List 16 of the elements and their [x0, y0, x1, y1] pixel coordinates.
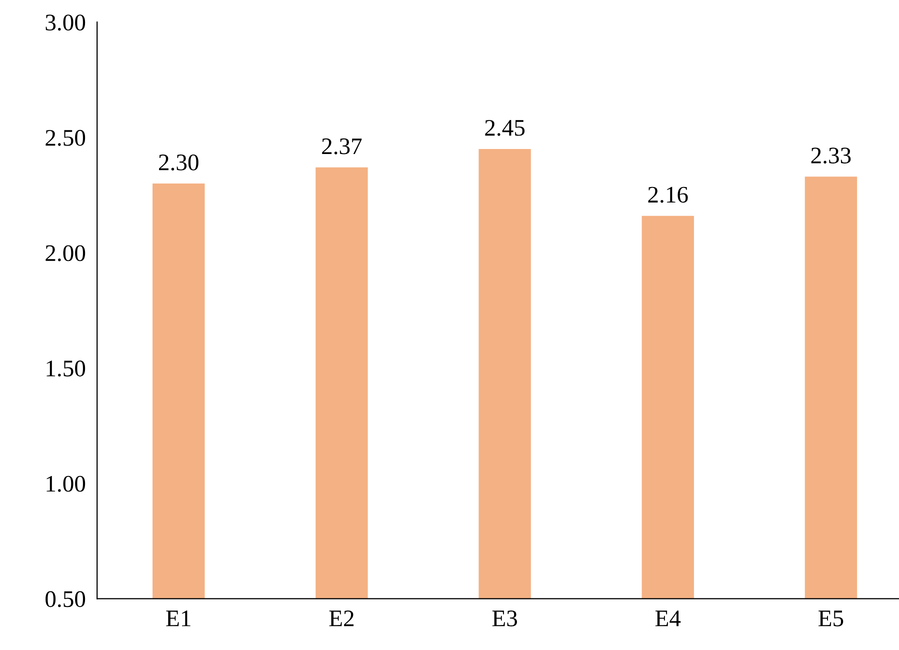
data-label: 2.33: [811, 148, 851, 164]
data-label: 2.45: [485, 120, 525, 136]
x-tick-label: E4: [655, 610, 681, 626]
data-label: 2.37: [322, 138, 362, 154]
y-tick-label: 2.00: [46, 245, 86, 262]
x-tick-label: E1: [166, 610, 190, 626]
x-tick-label: E2: [329, 610, 354, 626]
y-tick-label: 3.00: [46, 14, 86, 31]
data-label: 2.16: [648, 186, 688, 203]
x-tick-label: E3: [492, 610, 517, 626]
y-tick-label: 1.50: [46, 360, 86, 377]
data-label: 2.30: [159, 154, 198, 171]
y-tick-label: 0.50: [46, 591, 86, 608]
y-tick-label: 2.50: [46, 130, 86, 146]
x-tick-label: E5: [818, 610, 844, 626]
y-tick-label: 1.00: [46, 476, 86, 492]
